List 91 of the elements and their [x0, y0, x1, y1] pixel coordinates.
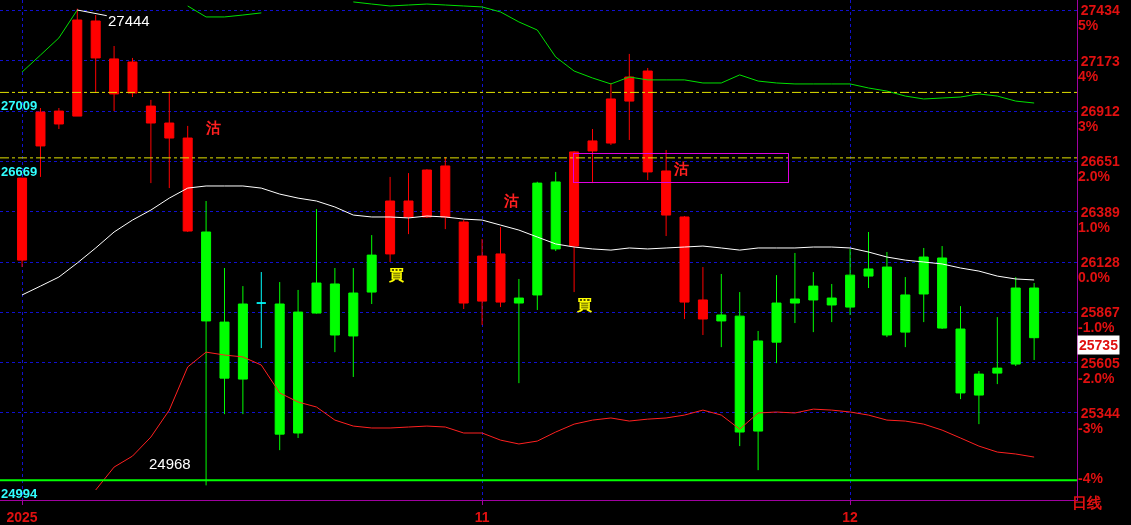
text: 日线	[1072, 494, 1102, 511]
y2-tick-label: -1.0%	[1078, 319, 1116, 336]
candlestick	[219, 267, 230, 415]
y-tick-label: 26128	[1080, 253, 1120, 270]
candlestick	[863, 231, 874, 289]
candlestick	[274, 281, 285, 451]
candlestick	[1029, 282, 1040, 361]
candlestick	[605, 82, 616, 146]
x-tick-label: 2025	[6, 508, 38, 525]
y2-tick-label: 1.0%	[1078, 218, 1111, 235]
line-series	[95, 351, 1035, 491]
x-tick-label: 12	[842, 508, 859, 525]
candlestick	[771, 274, 782, 364]
candlestick	[697, 266, 708, 336]
y-tick-label: 27173	[1080, 52, 1120, 69]
candlestick	[992, 316, 1003, 385]
candlestick	[937, 245, 948, 330]
y2-tick-label: 5%	[1078, 17, 1099, 34]
y-tick-label: 26389	[1080, 203, 1120, 220]
y2-tick-label: 4%	[1078, 67, 1099, 84]
y2-tick-label: -3%	[1078, 419, 1104, 436]
candlestick	[421, 168, 432, 219]
annotation: 買	[576, 296, 592, 313]
annotation: 沽	[503, 192, 519, 209]
candlestick	[808, 271, 819, 333]
candlestick	[90, 14, 101, 94]
candlestick	[881, 251, 892, 338]
candlestick	[532, 181, 543, 311]
candlestick	[1010, 276, 1021, 367]
y2-tick-label: 3%	[1078, 118, 1099, 135]
candlestick	[329, 267, 340, 353]
candlestick	[385, 176, 396, 263]
candlestick	[127, 57, 138, 98]
candlestick	[164, 90, 175, 189]
candlestick	[624, 53, 635, 141]
candlestick	[550, 171, 561, 252]
y-tick-label: 25344	[1080, 404, 1120, 421]
candlestick	[35, 107, 46, 178]
candlestick	[182, 125, 193, 233]
annotation: 沽	[205, 119, 221, 136]
y2-tick-label: -2.0%	[1078, 369, 1116, 386]
candlestick	[973, 370, 984, 425]
ref-line-label: 24994	[1, 486, 38, 501]
annotation: 24968	[149, 455, 191, 472]
candlestick	[72, 8, 83, 117]
candlestick	[53, 107, 64, 130]
candlestick	[293, 289, 304, 439]
candlestick	[845, 248, 856, 316]
y-tick-label: 26912	[1080, 102, 1120, 119]
candlestick	[513, 278, 524, 384]
annotation: 27444	[108, 12, 150, 29]
ref-line-label: 26669	[1, 164, 38, 179]
y-tick-label: 27434	[1080, 2, 1120, 19]
annotation: 沽	[673, 159, 689, 177]
candlestick	[458, 219, 469, 310]
candlestick	[348, 267, 359, 378]
y-tick-label: 25867	[1080, 304, 1120, 321]
candlestick	[145, 99, 156, 184]
annotation: 買	[388, 266, 404, 283]
candlestick	[403, 172, 414, 235]
y2-tick-label: -4%	[1078, 470, 1104, 487]
candlestick	[826, 283, 837, 323]
y2-tick-label: 2.0%	[1078, 168, 1111, 185]
line-series	[21, 185, 1035, 296]
candlestick	[587, 128, 598, 184]
x-tick-label: 11	[474, 508, 490, 525]
candlestick	[256, 271, 267, 349]
candlestick	[661, 149, 672, 237]
candlestick	[789, 252, 800, 324]
text: 25735	[1079, 337, 1119, 353]
y2-tick-label: 0.0%	[1078, 268, 1111, 285]
candlestick	[955, 305, 966, 400]
candlestick	[440, 156, 451, 230]
candlestick	[109, 45, 120, 112]
candlestick	[900, 276, 911, 348]
candlestick	[311, 208, 322, 315]
candlestick	[918, 247, 929, 323]
candlestick	[679, 215, 690, 320]
candlestick	[734, 291, 745, 447]
y-tick-label: 25605	[1080, 354, 1120, 371]
candlestick	[17, 177, 28, 268]
candlestick	[642, 67, 653, 181]
ref-line-label: 27009	[1, 98, 38, 113]
candlestick	[366, 234, 377, 305]
y-tick-label: 26651	[1080, 153, 1120, 170]
candlestick	[477, 238, 488, 326]
candlestick	[753, 330, 764, 471]
candlestick	[716, 273, 727, 348]
candlestick	[495, 226, 506, 308]
candlestick	[237, 285, 248, 415]
candlestick	[569, 150, 580, 293]
